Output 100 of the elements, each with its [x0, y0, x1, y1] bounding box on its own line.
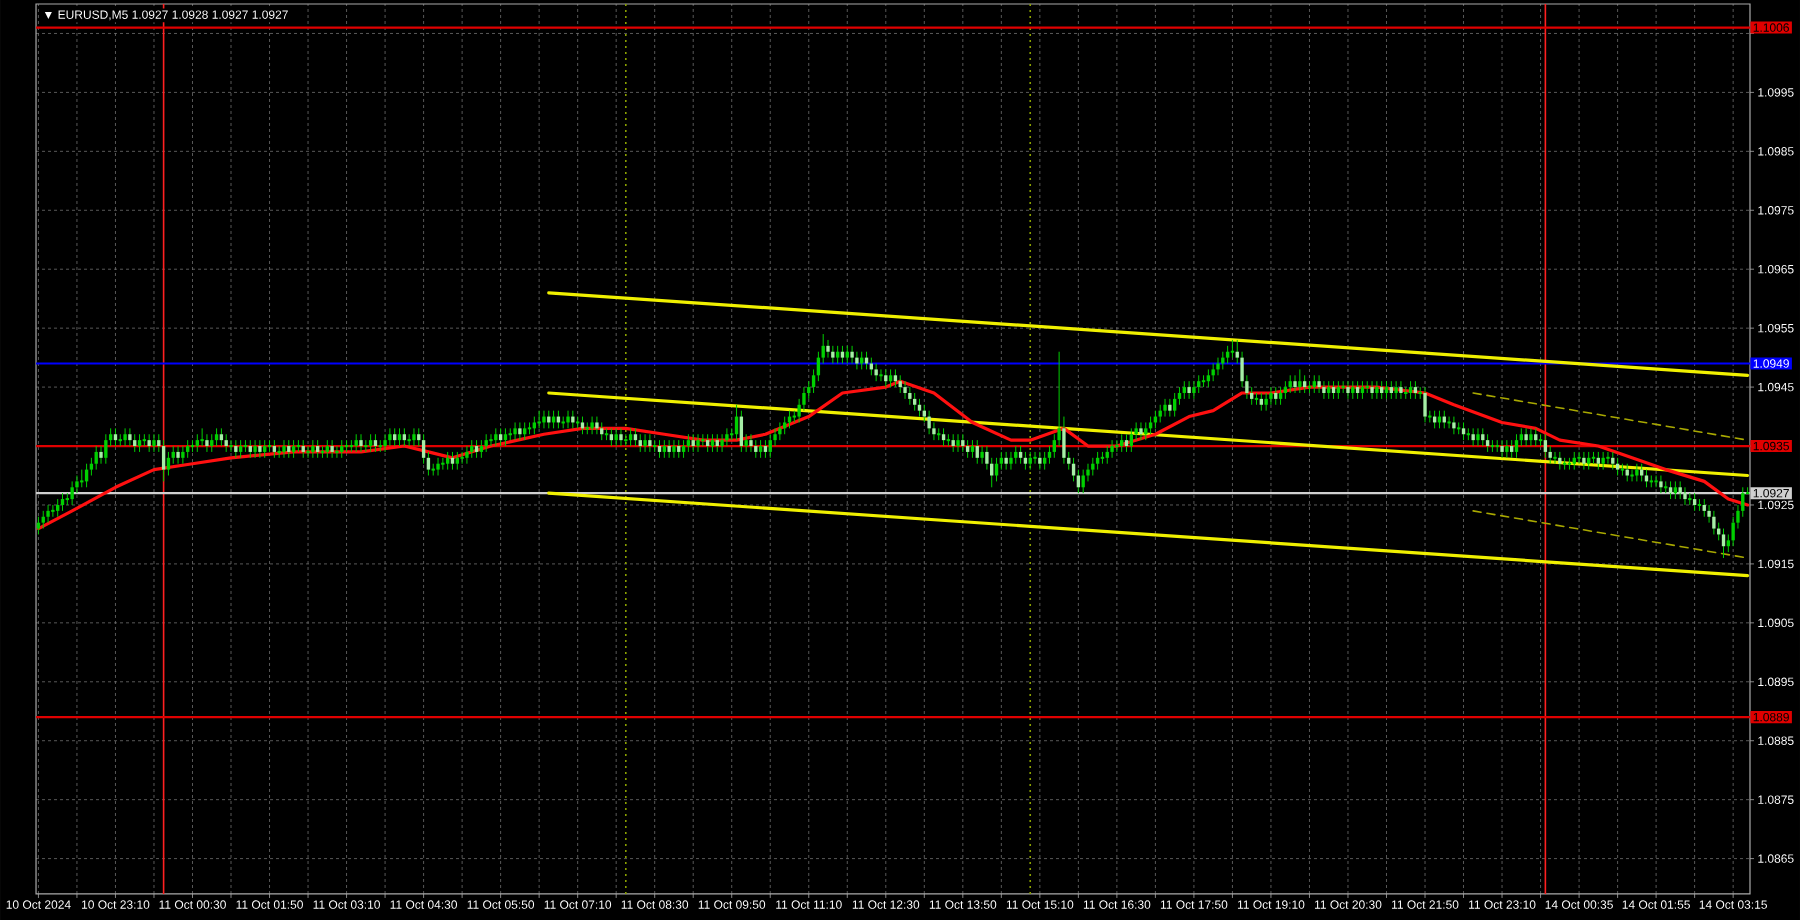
candlestick: [489, 433, 493, 447]
candlestick: [1009, 451, 1013, 471]
candlestick: [1529, 427, 1533, 447]
candlestick: [1394, 380, 1398, 400]
candlestick: [855, 351, 859, 370]
candlestick: [903, 380, 907, 400]
line-series: [36, 379, 1750, 531]
candlestick: [590, 416, 594, 435]
candlestick: [1606, 451, 1610, 465]
candlestick: [1163, 398, 1167, 418]
candlestick: [720, 433, 724, 453]
candlestick: [1129, 427, 1134, 453]
candlestick: [643, 433, 647, 453]
candlestick: [956, 433, 960, 453]
candlestick: [1298, 368, 1302, 394]
candlestick: [1317, 374, 1321, 394]
candlestick: [619, 427, 623, 447]
candlestick: [282, 439, 286, 459]
candlestick: [1187, 380, 1191, 400]
candlestick: [1447, 416, 1451, 429]
candlestick: [1370, 380, 1374, 400]
candlestick: [123, 427, 127, 447]
candlestick: [306, 445, 310, 459]
candlestick: [1582, 451, 1586, 471]
candlestick: [1423, 386, 1427, 423]
candlestick: [1514, 433, 1519, 459]
candlestick: [672, 439, 676, 459]
candlestick: [1721, 528, 1726, 559]
candlestick: [725, 427, 729, 447]
candlestick: [200, 427, 204, 447]
candlestick: [1505, 439, 1509, 459]
candlestick: [436, 457, 440, 476]
candlestick: [1452, 416, 1456, 435]
candlestick: [1683, 486, 1687, 506]
candlestick: [1635, 463, 1639, 482]
candlestick: [1375, 380, 1379, 400]
candlestick: [1192, 380, 1196, 400]
candlestick: [566, 410, 570, 429]
candlestick: [253, 439, 257, 459]
candlestick: [1264, 392, 1268, 412]
candlestick: [335, 445, 339, 459]
candlestick: [696, 433, 700, 453]
candlestick: [850, 345, 854, 365]
candlestick: [1500, 439, 1504, 459]
candlestick: [513, 421, 517, 441]
candlestick: [460, 451, 464, 465]
candlestick: [1524, 427, 1528, 447]
candlestick: [441, 457, 445, 471]
candlestick: [1322, 380, 1326, 400]
candlestick: [908, 386, 912, 406]
candlestick: [749, 433, 753, 453]
candlestick: [542, 410, 546, 429]
candlestick: [1577, 451, 1581, 465]
candlestick: [1293, 374, 1297, 394]
candlestick: [1654, 475, 1658, 488]
candlestick: [311, 439, 315, 459]
candlestick: [1399, 380, 1403, 400]
candlestick: [1139, 421, 1143, 441]
candlestick: [176, 445, 180, 465]
candlestick: [537, 410, 541, 429]
candlestick: [1033, 451, 1037, 465]
candlestick: [768, 433, 772, 459]
candlestick: [104, 433, 108, 465]
candlestick: [359, 433, 363, 453]
candlestick: [667, 439, 671, 459]
candlestick: [1346, 380, 1350, 400]
candlestick: [1216, 357, 1220, 376]
candlestick: [229, 439, 233, 453]
candlestick: [412, 427, 416, 447]
candlestick: [70, 480, 74, 506]
candlestick: [826, 339, 830, 359]
candlestick: [205, 433, 209, 453]
candlestick: [927, 410, 931, 435]
candlestick: [161, 439, 166, 482]
candlestick: [980, 445, 984, 465]
candlestick: [51, 504, 55, 518]
candlestick: [330, 439, 334, 459]
candlestick: [128, 427, 132, 447]
candlestick: [383, 433, 387, 453]
candlestick: [94, 445, 98, 471]
candlestick: [994, 457, 999, 482]
candlestick: [1038, 451, 1042, 471]
candlestick: [465, 445, 469, 465]
candlestick: [1712, 510, 1716, 535]
candlestick: [152, 433, 156, 453]
candlestick: [1659, 475, 1663, 494]
candlestick: [778, 421, 782, 441]
candlestick: [975, 439, 979, 465]
candlestick: [1269, 386, 1273, 406]
candlestick: [1172, 392, 1177, 418]
candlestick: [879, 368, 883, 382]
candlestick: [1476, 427, 1480, 447]
candlestick: [388, 427, 392, 447]
candlestick: [518, 421, 522, 441]
candlestick: [1110, 439, 1114, 459]
candlestick: [181, 445, 185, 465]
candlestick: [46, 504, 50, 524]
candlestick: [595, 416, 599, 435]
candlestick: [648, 433, 652, 453]
candlestick: [258, 439, 262, 459]
